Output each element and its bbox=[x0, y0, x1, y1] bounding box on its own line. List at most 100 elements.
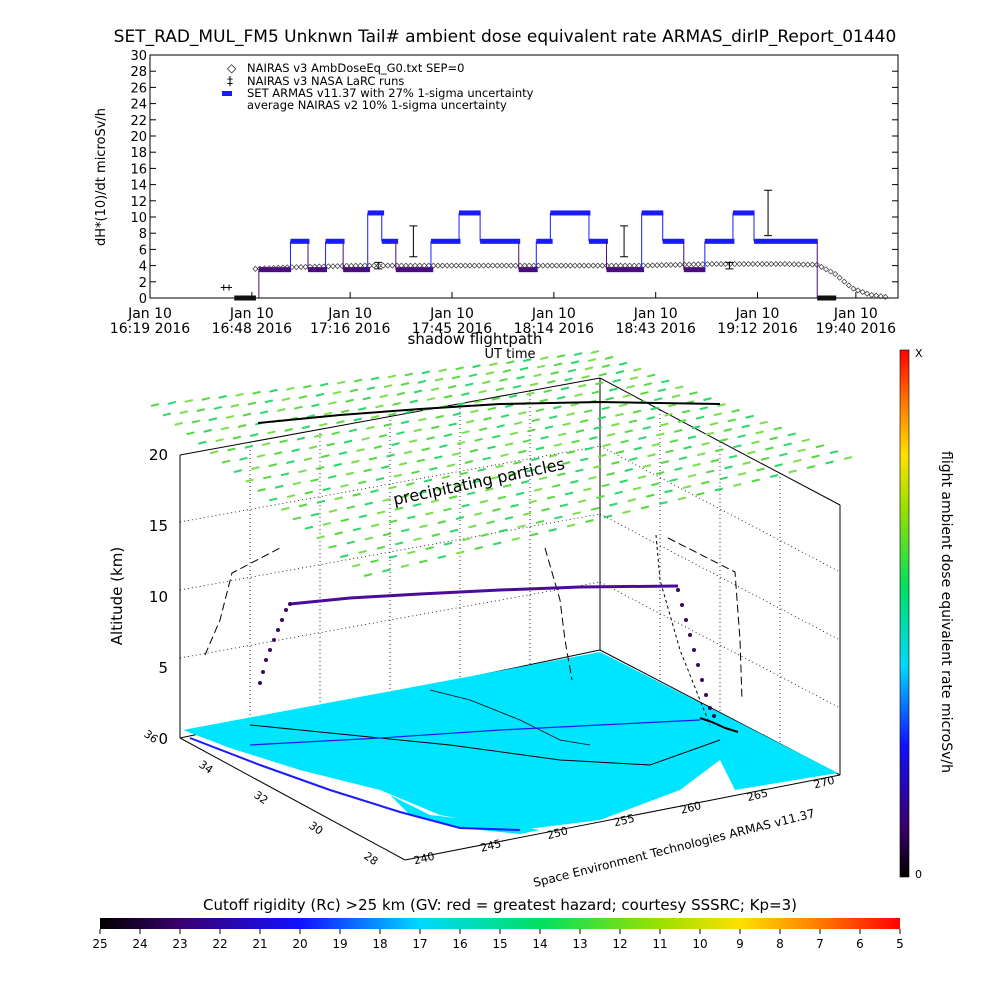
armas-point bbox=[461, 210, 465, 216]
armas-point bbox=[609, 267, 613, 273]
particle-mark bbox=[513, 460, 522, 465]
particle-mark bbox=[645, 493, 655, 498]
particle-mark bbox=[714, 487, 724, 492]
particle-mark bbox=[430, 499, 440, 504]
particle-mark bbox=[733, 444, 742, 449]
3d-grid bbox=[179, 391, 841, 743]
armas-point bbox=[493, 238, 497, 244]
particle-mark bbox=[597, 453, 607, 458]
particle-mark bbox=[495, 387, 504, 392]
descent-point bbox=[676, 588, 680, 592]
particle-mark bbox=[473, 511, 483, 516]
particle-mark bbox=[423, 478, 433, 483]
larc-point bbox=[220, 284, 227, 291]
particle-mark bbox=[546, 495, 556, 500]
armas-point bbox=[308, 267, 312, 273]
particle-mark bbox=[443, 394, 453, 399]
particle-mark bbox=[760, 456, 770, 461]
particle-mark bbox=[825, 460, 834, 465]
particle-mark bbox=[646, 416, 655, 421]
armas-point bbox=[394, 238, 399, 244]
nairas-point bbox=[827, 268, 834, 275]
longitude-tick-label: 255 bbox=[612, 812, 636, 830]
armas-point bbox=[395, 267, 400, 273]
armas-point bbox=[638, 267, 642, 273]
particle-mark bbox=[664, 412, 673, 417]
particle-mark bbox=[731, 408, 740, 413]
particle-mark bbox=[673, 428, 683, 433]
particle-mark bbox=[500, 413, 510, 418]
armas-point bbox=[579, 210, 583, 216]
projection-right bbox=[667, 537, 743, 701]
armas-point bbox=[318, 267, 322, 273]
particle-mark bbox=[571, 439, 580, 444]
particle-mark bbox=[465, 382, 474, 387]
armas-point bbox=[694, 267, 698, 273]
particle-mark bbox=[633, 446, 643, 451]
particle-mark bbox=[443, 541, 453, 546]
armas-point bbox=[611, 267, 615, 273]
armas-point bbox=[710, 238, 714, 244]
armas-point bbox=[444, 238, 448, 244]
particle-mark bbox=[806, 465, 816, 469]
descent-point bbox=[680, 603, 684, 607]
nairas-point bbox=[818, 263, 825, 270]
particle-mark bbox=[448, 495, 458, 500]
particle-mark bbox=[622, 510, 631, 514]
cutoff-tick-label: 12 bbox=[612, 937, 627, 951]
armas-point bbox=[416, 267, 421, 273]
particle-mark bbox=[611, 422, 620, 427]
armas-point bbox=[258, 267, 263, 273]
particle-mark bbox=[517, 449, 527, 454]
particle-mark bbox=[334, 496, 343, 501]
armas-point bbox=[660, 210, 664, 216]
particle-mark bbox=[311, 403, 320, 408]
armas-point bbox=[274, 267, 278, 273]
particle-mark bbox=[280, 472, 290, 477]
armas-point bbox=[529, 267, 533, 273]
x-tick-date: Jan 10 bbox=[429, 306, 474, 322]
particle-mark bbox=[774, 463, 784, 468]
cutoff-tick-label: 21 bbox=[252, 937, 267, 951]
particle-mark bbox=[492, 507, 501, 512]
particle-mark bbox=[244, 444, 254, 449]
armas-point bbox=[544, 238, 548, 244]
particle-mark bbox=[256, 453, 266, 458]
particle-mark bbox=[521, 480, 530, 484]
nairas-point bbox=[859, 289, 866, 296]
armas-point bbox=[452, 238, 456, 244]
armas-point bbox=[541, 238, 545, 244]
cutoff-tick-label: 11 bbox=[652, 937, 667, 951]
armas-point bbox=[622, 267, 626, 273]
particle-mark bbox=[370, 376, 380, 381]
cutoff-tick-label: 5 bbox=[896, 937, 904, 951]
particle-mark bbox=[482, 456, 491, 461]
armas-point bbox=[403, 267, 407, 273]
cutoff-tick-label: 22 bbox=[212, 937, 227, 951]
y-tick-label: 4 bbox=[139, 260, 147, 275]
particle-mark bbox=[468, 524, 477, 529]
armas-point bbox=[358, 267, 363, 273]
particle-mark bbox=[590, 350, 600, 354]
armas-point bbox=[328, 238, 332, 244]
y-tick-label: 8 bbox=[139, 227, 147, 242]
particle-mark bbox=[624, 429, 634, 434]
armas-point bbox=[521, 267, 525, 273]
latitude-tick-label: 28 bbox=[361, 849, 380, 868]
particle-mark bbox=[543, 389, 552, 394]
particle-mark bbox=[387, 374, 397, 379]
armas-point bbox=[571, 210, 575, 216]
particle-mark bbox=[239, 456, 248, 461]
armas-point bbox=[588, 238, 593, 244]
armas-point bbox=[430, 238, 435, 244]
longitude-tick-label: 260 bbox=[679, 799, 703, 817]
particle-mark bbox=[346, 505, 356, 510]
particle-mark bbox=[319, 382, 329, 387]
particle-mark bbox=[286, 494, 296, 499]
armas-point bbox=[614, 267, 618, 273]
armas-point bbox=[640, 267, 644, 273]
armas-point bbox=[485, 238, 489, 244]
armas-point bbox=[662, 238, 666, 244]
particle-mark bbox=[358, 406, 367, 411]
particle-mark bbox=[667, 403, 677, 408]
